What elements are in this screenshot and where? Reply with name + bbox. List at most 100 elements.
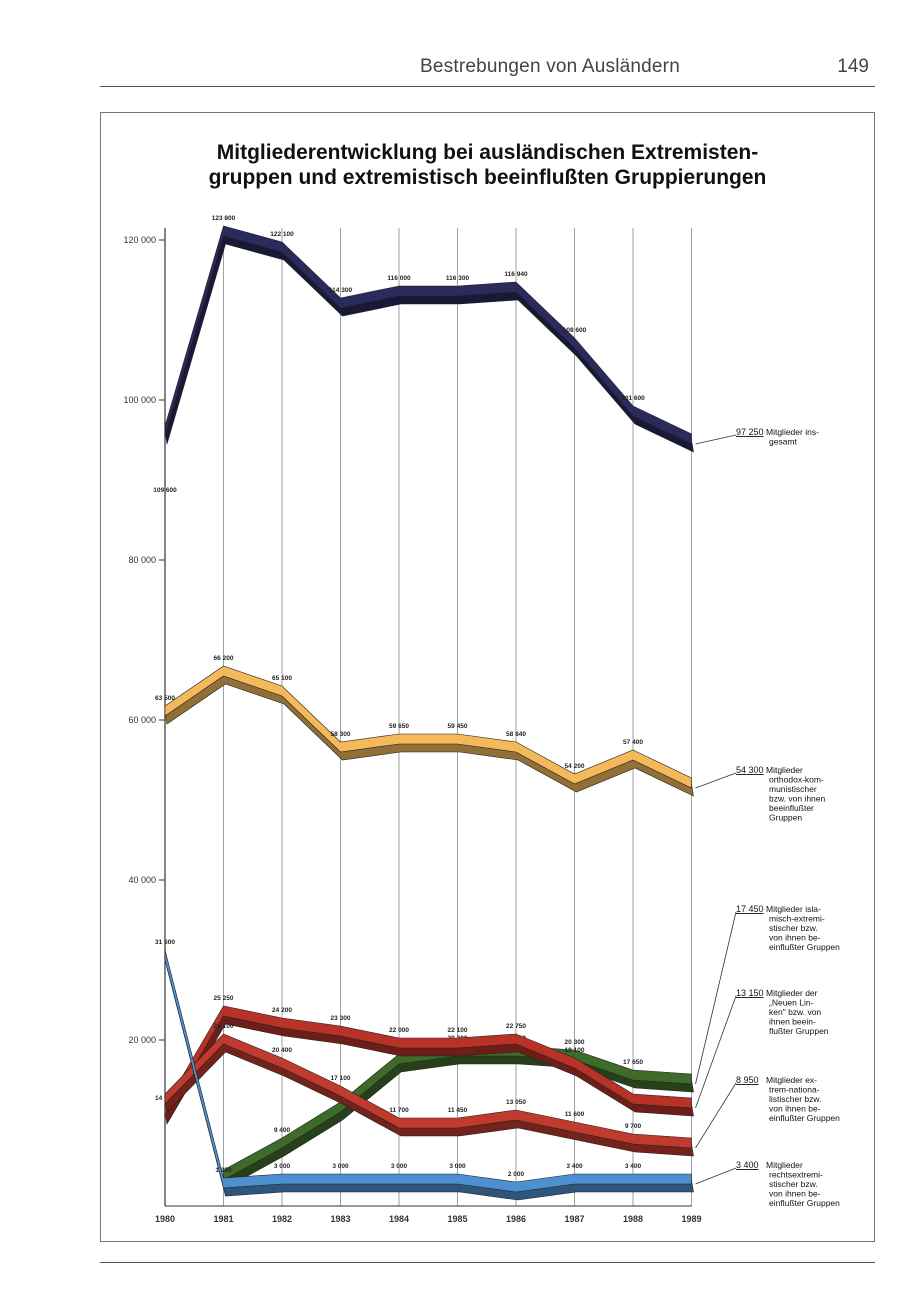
legend-label-line: listischer bzw. [769,1094,821,1104]
legend-label-line: stischer bzw. [769,923,818,933]
legend-leader [695,1167,737,1185]
legend-label-line: einflußter Gruppen [769,1198,840,1208]
chart-frame [100,112,875,1242]
point-label: 58 300 [331,731,351,738]
legend-label-line: ken" bzw. von [769,1007,821,1017]
x-tick-label: 1985 [447,1214,467,1224]
series-5-ribbon [164,1033,692,1149]
x-tick-label: 1981 [213,1214,233,1224]
point-label: 19 100 [565,1047,585,1054]
legend-label-line: Mitglieder isla- [766,904,821,914]
point-label: 17 100 [331,1075,351,1082]
legend-label-line: Mitglieder ex- [766,1075,817,1085]
legend-label-line: einflußter Gruppen [769,942,840,952]
point-label: 3 400 [566,1163,583,1170]
legend-label-line: beeinflußter [769,803,814,813]
series-4-ribbon [164,1005,692,1118]
point-label: 24 200 [272,1007,292,1014]
point-label: 3 400 [625,1163,642,1170]
point-label: 3 000 [391,1163,408,1170]
legend-label-line: stischer bzw. [769,1179,818,1189]
point-label: 13 050 [506,1099,526,1106]
point-label: 59 450 [448,723,468,730]
bottom-rule [100,1262,875,1263]
series-1-ribbon-side [164,231,694,453]
y-tick-label: 100 000 [123,395,156,405]
point-label: 11 600 [565,1111,585,1118]
legend-value: 8 950 [736,1075,759,1085]
point-label: 11 450 [448,1107,468,1114]
legend-leader [695,1082,737,1149]
point-label: 25 250 [214,995,234,1002]
y-tick-label: 80 000 [128,555,156,565]
point-label: 1 250 [215,1167,232,1174]
point-label: 22 100 [448,1027,468,1034]
point-label: 9 400 [274,1127,291,1134]
x-tick-label: 1988 [623,1214,643,1224]
point-label: 63 500 [155,695,175,702]
x-tick-label: 1984 [389,1214,409,1224]
legend-label-line: trem-nationa- [769,1085,820,1095]
point-label: 11 700 [389,1107,409,1114]
legend-label-line: munistischer [769,784,817,794]
legend-label-line: einflußter Gruppen [769,1113,840,1123]
point-label: 109 600 [153,487,177,494]
legend-leader [695,995,737,1109]
legend-label-line: Gruppen [769,813,802,823]
page-header: Bestrebungen von Ausländern 149 [100,50,875,87]
chart-title-line-1: Mitgliederentwicklung bei ausländischen … [216,141,759,164]
point-label: 58 840 [506,731,526,738]
point-label: 116 000 [387,275,411,282]
point-label: 3 000 [274,1163,291,1170]
y-tick-label: 60 000 [128,715,156,725]
point-label: 20 400 [272,1047,292,1054]
point-label: 114 300 [329,287,353,294]
y-tick-label: 20 000 [128,1035,156,1045]
point-label: 57 400 [623,739,643,746]
legend-label-line: Mitglieder [766,1160,803,1170]
legend-label-line: Mitglieder der [766,988,818,998]
series-2: 54 300 Mitgliederorthodox-kom-munistische… [164,665,826,823]
point-label: 31 600 [155,939,175,946]
legend-leader [695,911,737,1085]
point-label: 59 650 [389,723,409,730]
legend-label-line: bzw. von ihnen [769,794,826,804]
x-tick-label: 1980 [155,1214,175,1224]
legend-value: 17 450 [736,904,764,914]
point-label: 54 200 [565,763,585,770]
x-tick-label: 1989 [681,1214,701,1224]
legend-label-line: ihnen beein- [769,1017,816,1027]
point-label: 65 100 [272,675,292,682]
point-label: 101 600 [621,395,645,402]
point-label: 9 700 [625,1123,642,1130]
series-2-ribbon [164,665,692,789]
point-label: 66 200 [214,655,234,662]
point-label: 108 600 [563,327,587,334]
series-6-ribbon [164,949,692,1193]
legend-label-line: misch-extremi- [769,914,825,924]
point-label: 24 100 [214,1023,234,1030]
series-1-ribbon [164,225,692,445]
legend-value: 54 300 [736,765,764,775]
point-label: 116 300 [446,275,470,282]
point-label: 3 000 [332,1163,349,1170]
point-label: 20 300 [565,1039,585,1046]
point-label: 22 750 [506,1023,526,1030]
legend-label-line: flußter Gruppen [769,1026,829,1036]
series-4: 13 150 Mitglieder der„Neuen Lin-ken" bzw.… [164,988,829,1125]
x-tick-label: 1983 [330,1214,350,1224]
series-5: 8 950 Mitglieder ex-trem-nationa-listisch… [164,1033,840,1157]
legend-label-line: orthodox-kom- [769,775,824,785]
y-tick-label: 40 000 [128,875,156,885]
series-3: 17 450 Mitglieder isla-misch-extremi-stis… [223,904,840,1189]
legend-label-line: Mitglieder [766,765,803,775]
point-label: 2 000 [508,1171,525,1178]
legend-label-line: von ihnen be- [769,1189,821,1199]
point-label: 23 300 [331,1015,351,1022]
legend-value: 13 150 [736,988,764,998]
legend-label-line: von ihnen be- [769,933,821,943]
chart-title-line-2: gruppen und extremistisch beeinflußten G… [208,166,767,189]
y-tick-label: 120 000 [123,235,156,245]
